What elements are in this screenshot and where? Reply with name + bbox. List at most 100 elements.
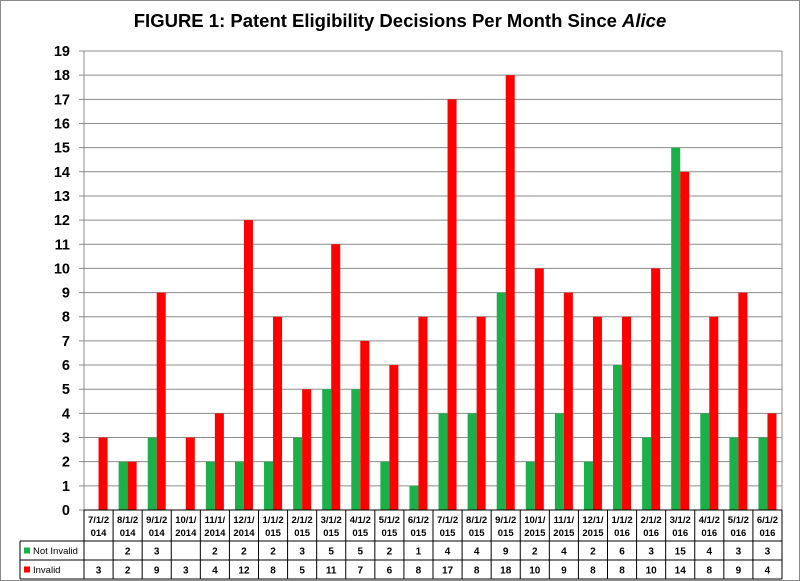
x-tick-label-line1: 7/1/2 bbox=[88, 515, 109, 526]
chart-title-main: FIGURE 1: Patent Eligibility Decisions P… bbox=[133, 10, 623, 31]
chart-title: FIGURE 1: Patent Eligibility Decisions P… bbox=[0, 10, 800, 32]
bar-invalid bbox=[243, 220, 253, 510]
y-tick-label: 4 bbox=[62, 406, 70, 422]
y-tick-label: 0 bbox=[62, 503, 70, 519]
y-tick-label: 13 bbox=[54, 189, 70, 205]
x-tick-label-line1: 12/1/ bbox=[582, 515, 603, 526]
bar-not-invalid bbox=[409, 485, 419, 510]
y-tick-label: 10 bbox=[54, 261, 70, 277]
data-table-value: 5 bbox=[299, 566, 305, 577]
y-tick-label: 18 bbox=[54, 68, 70, 84]
y-tick-label: 5 bbox=[62, 382, 70, 398]
x-tick-label-line2: 016 bbox=[643, 528, 659, 539]
legend-label: Not Invalid bbox=[33, 546, 78, 557]
x-tick-label-line1: 9/1/2 bbox=[495, 515, 516, 526]
y-tick-label: 12 bbox=[54, 213, 70, 229]
x-tick-label-line2: 015 bbox=[498, 528, 515, 539]
data-table-value: 3 bbox=[736, 547, 742, 558]
x-tick-label-line1: 6/1/2 bbox=[757, 515, 778, 526]
data-table-value: 18 bbox=[500, 566, 512, 577]
x-tick-label-line2: 2015 bbox=[582, 528, 604, 539]
data-table-value: 2 bbox=[212, 547, 218, 558]
bar-invalid bbox=[709, 316, 719, 510]
x-tick-label-line2: 014 bbox=[149, 528, 166, 539]
data-table-value: 10 bbox=[529, 566, 541, 577]
legend-key-invalid bbox=[24, 566, 30, 573]
y-tick-label: 11 bbox=[55, 237, 70, 253]
bar-not-invalid bbox=[642, 437, 652, 510]
y-tick-label: 19 bbox=[54, 44, 70, 60]
bar-not-invalid bbox=[467, 413, 477, 510]
bar-not-invalid bbox=[700, 413, 710, 510]
x-tick-label-line2: 015 bbox=[294, 528, 311, 539]
chart-title-italic: Alice bbox=[622, 10, 667, 31]
bar-invalid bbox=[622, 316, 632, 510]
x-tick-label-line2: 015 bbox=[381, 528, 398, 539]
y-tick-label: 17 bbox=[54, 92, 70, 108]
y-tick-label: 1 bbox=[62, 479, 70, 495]
x-tick-label-line2: 2015 bbox=[524, 528, 546, 539]
bar-invalid bbox=[767, 413, 777, 510]
x-tick-label-line2: 016 bbox=[614, 528, 630, 539]
legend-key-not-invalid bbox=[24, 547, 30, 554]
x-tick-label-line1: 4/1/2 bbox=[350, 515, 371, 526]
bar-invalid bbox=[651, 268, 661, 510]
data-table-value: 3 bbox=[648, 547, 654, 558]
bar-invalid bbox=[592, 316, 602, 510]
bar-not-invalid bbox=[322, 389, 332, 510]
x-tick-label-line2: 015 bbox=[265, 528, 282, 539]
x-tick-label-line1: 3/1/2 bbox=[321, 515, 342, 526]
bar-not-invalid bbox=[496, 292, 506, 510]
data-table-value: 8 bbox=[619, 566, 625, 577]
bar-not-invalid bbox=[293, 437, 303, 510]
bar-invalid bbox=[418, 316, 428, 510]
data-table-value: 4 bbox=[765, 566, 771, 577]
data-table-value: 2 bbox=[270, 547, 276, 558]
legend-label: Invalid bbox=[33, 565, 60, 576]
bar-not-invalid bbox=[583, 461, 593, 510]
data-table-value: 2 bbox=[387, 547, 393, 558]
data-table-value: 9 bbox=[736, 566, 742, 577]
data-table-value: 2 bbox=[532, 547, 538, 558]
x-tick-label-line1: 7/1/2 bbox=[437, 515, 458, 526]
data-table-value: 7 bbox=[358, 566, 364, 577]
bar-not-invalid bbox=[613, 365, 623, 510]
bar-invalid bbox=[738, 292, 748, 510]
x-tick-label-line2: 2015 bbox=[553, 528, 575, 539]
x-tick-label-line2: 015 bbox=[352, 528, 369, 539]
data-table-value: 9 bbox=[561, 566, 567, 577]
data-table-value: 17 bbox=[442, 566, 454, 577]
data-table-value: 4 bbox=[474, 547, 480, 558]
bar-invalid bbox=[127, 461, 137, 510]
data-table-value: 1 bbox=[416, 547, 422, 558]
data-table-value: 2 bbox=[241, 547, 247, 558]
bar-invalid bbox=[185, 437, 195, 510]
x-tick-label-line1: 2/1/2 bbox=[292, 515, 313, 526]
y-tick-label: 14 bbox=[54, 165, 70, 181]
x-tick-label-line1: 9/1/2 bbox=[146, 515, 167, 526]
y-tick-label: 3 bbox=[62, 431, 70, 447]
bar-not-invalid bbox=[234, 461, 244, 510]
data-table-value: 8 bbox=[474, 566, 480, 577]
data-table-value: 6 bbox=[387, 566, 393, 577]
bar-invalid bbox=[476, 316, 486, 510]
data-table-value: 2 bbox=[125, 547, 131, 558]
x-tick-label-line2: 016 bbox=[760, 528, 776, 539]
bar-invalid bbox=[534, 268, 544, 510]
data-table-value: 9 bbox=[503, 547, 509, 558]
data-table-value: 3 bbox=[765, 547, 771, 558]
x-tick-label-line2: 016 bbox=[672, 528, 688, 539]
bar-not-invalid bbox=[380, 461, 390, 510]
x-tick-label-line1: 1/1/2 bbox=[611, 515, 632, 526]
x-tick-label-line1: 8/1/2 bbox=[117, 515, 138, 526]
data-table-value: 4 bbox=[212, 566, 218, 577]
x-tick-label-line1: 6/1/2 bbox=[408, 515, 429, 526]
x-tick-label-line2: 015 bbox=[323, 528, 340, 539]
x-tick-label-line2: 015 bbox=[469, 528, 486, 539]
data-table-value: 5 bbox=[358, 547, 364, 558]
y-tick-label: 15 bbox=[54, 141, 70, 157]
data-table-value: 4 bbox=[707, 547, 713, 558]
y-tick-label: 7 bbox=[62, 334, 70, 350]
data-table-value: 8 bbox=[270, 566, 276, 577]
